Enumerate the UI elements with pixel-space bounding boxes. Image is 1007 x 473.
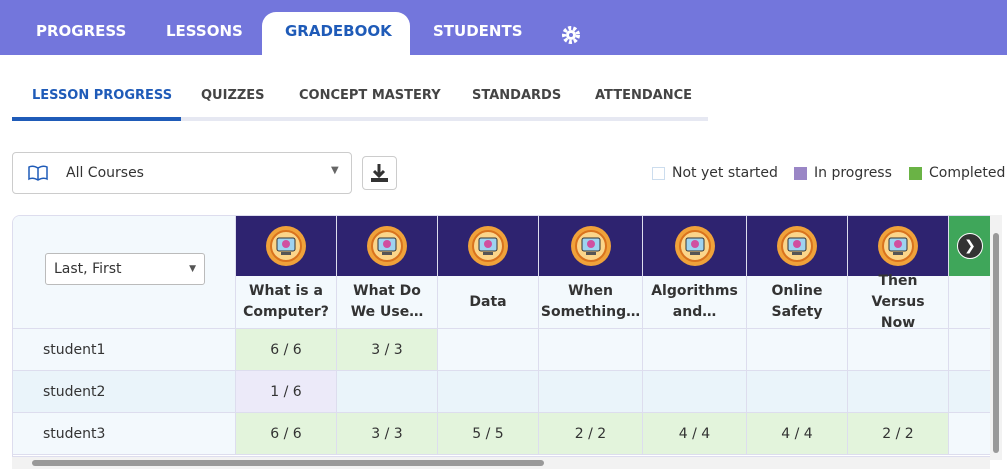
progress-cell <box>949 371 991 413</box>
sub-tab[interactable]: STANDARDS <box>472 88 562 103</box>
student-name: student1 <box>13 329 236 371</box>
progress-cell: 1 / 6 <box>236 371 337 413</box>
lesson-icon <box>266 226 306 266</box>
caret: ▼ <box>189 264 196 274</box>
progress-cell: 2 / 2 <box>539 413 643 455</box>
lesson-title: Online Safety <box>747 276 848 329</box>
progress-cell <box>848 329 949 371</box>
legend-label: Not yet started <box>672 165 778 181</box>
h-scroll-track <box>12 457 990 469</box>
progress-cell <box>337 371 438 413</box>
lesson-title: Algorithms and… <box>643 276 747 329</box>
progress-cell <box>747 371 848 413</box>
course-label: All Courses <box>66 165 144 181</box>
lesson-icon-cell <box>539 216 643 276</box>
progress-cell <box>438 371 539 413</box>
lesson-title: What is a Computer? <box>236 276 337 329</box>
legend-label: Completed <box>929 165 1006 181</box>
progress-cell: 6 / 6 <box>236 413 337 455</box>
progress-cell <box>438 329 539 371</box>
lesson-icon-cell <box>643 216 747 276</box>
lesson-icon <box>878 226 918 266</box>
lesson-icon <box>367 226 407 266</box>
lesson-icon <box>674 226 715 266</box>
lesson-title: Data <box>438 276 539 329</box>
progress-cell <box>949 413 991 455</box>
progress-cell: 3 / 3 <box>337 413 438 455</box>
download-icon <box>371 164 388 182</box>
lesson-icon-cell <box>337 216 438 276</box>
progress-cell: 6 / 6 <box>236 329 337 371</box>
progress-cell <box>539 329 643 371</box>
student-name: student3 <box>13 413 236 455</box>
h-scroll-thumb[interactable] <box>32 460 544 466</box>
lesson-title: Then Versus Now <box>848 273 949 331</box>
tab-underline <box>12 117 181 121</box>
progress-cell: 4 / 4 <box>643 413 747 455</box>
sub-tab[interactable]: ATTENDANCE <box>595 88 692 103</box>
settings-icon[interactable] <box>561 25 581 45</box>
download-button[interactable] <box>362 156 397 190</box>
top-bar <box>0 0 1007 55</box>
lesson-title: When Something… <box>539 276 643 329</box>
progress-cell <box>539 371 643 413</box>
lesson-icon <box>468 226 508 266</box>
lesson-icon-cell <box>848 216 949 276</box>
legend-swatch <box>909 167 922 180</box>
legend-swatch <box>652 167 665 180</box>
sort-select[interactable]: Last, First ▼ <box>45 253 205 285</box>
progress-cell <box>643 371 747 413</box>
book-icon <box>28 165 48 181</box>
progress-cell: 2 / 2 <box>848 413 949 455</box>
lesson-icon <box>777 226 817 266</box>
scroll-right-button[interactable]: ❯ <box>957 233 983 259</box>
student-name: student2 <box>13 371 236 413</box>
lesson-icon <box>570 226 611 266</box>
progress-cell: 3 / 3 <box>337 329 438 371</box>
v-scroll-track <box>990 215 1002 460</box>
v-scroll-thumb[interactable] <box>993 233 999 453</box>
course-select[interactable]: All Courses ▼ <box>12 152 352 194</box>
legend-label: In progress <box>814 165 892 181</box>
sub-tab[interactable]: QUIZZES <box>201 88 265 103</box>
sub-tab[interactable]: LESSON PROGRESS <box>32 88 173 103</box>
active-tab[interactable] <box>262 12 410 55</box>
nav-tab[interactable]: LESSONS <box>166 22 243 40</box>
progress-cell: 5 / 5 <box>438 413 539 455</box>
progress-cell <box>848 371 949 413</box>
lesson-title: What Do We Use… <box>337 276 438 329</box>
gradebook-table: Last, First ▼ What is a Computer? What Do W… <box>12 215 992 457</box>
legend-swatch <box>794 167 807 180</box>
nav-tab[interactable]: GRADEBOOK <box>285 22 392 40</box>
lesson-icon-cell <box>747 216 848 276</box>
sub-tab[interactable]: CONCEPT MASTERY <box>299 88 441 103</box>
nav-tab[interactable]: PROGRESS <box>36 22 127 40</box>
nav-tab[interactable]: STUDENTS <box>433 22 523 40</box>
lesson-title <box>949 276 991 329</box>
lesson-icon-cell <box>438 216 539 276</box>
progress-cell <box>643 329 747 371</box>
caret: ▼ <box>331 165 339 176</box>
tab-rail <box>12 117 708 121</box>
progress-cell <box>949 329 991 371</box>
lesson-icon-cell <box>236 216 337 276</box>
progress-cell <box>747 329 848 371</box>
progress-cell: 4 / 4 <box>747 413 848 455</box>
